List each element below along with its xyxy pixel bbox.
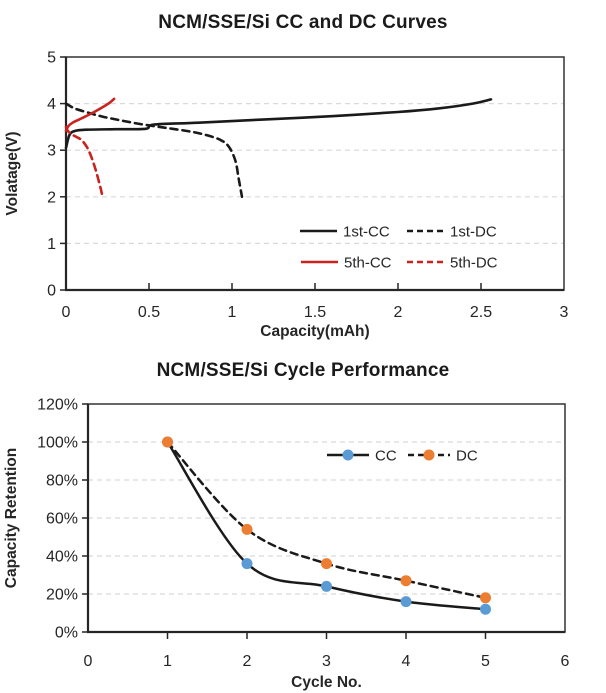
y-tick-label: 5 — [47, 50, 56, 67]
x-tick-label: 1 — [228, 304, 237, 321]
y-tick-label: 0% — [55, 625, 78, 642]
series-marker-CC — [241, 558, 253, 570]
y-tick-label: 120% — [37, 397, 78, 414]
legend-label-5th-CC: 5th-CC — [344, 255, 392, 272]
y-tick-label: 60% — [46, 511, 78, 528]
legend-marker-DC — [423, 449, 435, 461]
x-axis-label: Cycle No. — [291, 674, 362, 691]
series-line-5th-DC — [64, 125, 104, 199]
x-tick-label: 5 — [481, 653, 490, 670]
y-tick-label: 80% — [46, 473, 78, 490]
series-marker-DC — [321, 558, 332, 570]
y-tick-label: 1 — [47, 236, 56, 253]
y-tick-label: 20% — [46, 587, 78, 604]
cc-dc-curves-chart: 0 0.5 1 1.5 2 2.5 3 0 1 2 3 4 5 Capacity(mAh) Volatage… — [0, 0, 606, 345]
x-tick-label: 2 — [394, 304, 403, 321]
series-marker-DC — [241, 523, 253, 535]
legend-label-1st-CC: 1st-CC — [343, 224, 390, 241]
legend-label-DC: DC — [456, 448, 478, 465]
cycle-performance-chart: 0 1 2 3 4 5 6 0% 20% 40% 60% 80% 100% 120% Cycle No. Ca… — [0, 345, 606, 693]
series-line-1st-DC — [64, 102, 244, 199]
x-tick-label: 6 — [561, 653, 570, 670]
x-tick-label: 2.5 — [470, 304, 492, 321]
x-tick-label: 0 — [84, 653, 93, 670]
cycle-performance-plot: 0 1 2 3 4 5 60%20%40%60%80%100%120%Cycle No.Ca… — [3, 397, 570, 692]
y-axis-label: Capacity Retention — [3, 448, 20, 588]
x-tick-label: 3 — [560, 304, 569, 321]
x-tick-label: 0.5 — [138, 304, 160, 321]
series-line-1st-CC — [64, 98, 493, 150]
chart-title-cc-dc: NCM/SSE/Si CC and DC Curves — [158, 12, 448, 33]
x-axis-label: Capacity(mAh) — [260, 323, 369, 340]
legend-marker-CC — [342, 449, 354, 461]
legend-label-1st-DC: 1st-DC — [450, 224, 497, 241]
x-tick-label: 3 — [322, 653, 331, 670]
y-tick-label: 3 — [47, 143, 56, 160]
series-line-CC — [166, 440, 487, 611]
series-marker-CC — [321, 580, 332, 592]
y-tick-label: 2 — [47, 189, 56, 206]
x-tick-label: 4 — [402, 653, 411, 670]
series-marker-CC — [400, 596, 412, 608]
series-marker-DC — [480, 592, 491, 604]
chart-title-cycle-performance: NCM/SSE/Si Cycle Performance — [156, 360, 450, 381]
x-tick-label: 0 — [62, 304, 71, 321]
y-tick-label: 0 — [47, 283, 56, 300]
series-marker-DC — [162, 436, 173, 448]
y-tick-label: 4 — [47, 96, 56, 113]
y-tick-label: 100% — [37, 435, 78, 452]
series-marker-CC — [480, 603, 491, 615]
x-tick-label: 1.5 — [304, 304, 326, 321]
cc-dc-curves-plot: 0 0.5 1 1.5 2 2.5 3 0 1 2 3 4 5 Capacity(mAh) Volatage… — [4, 50, 569, 341]
legend-label-CC: CC — [375, 448, 397, 465]
x-tick-label: 1 — [163, 653, 172, 670]
x-tick-label: 2 — [243, 653, 252, 670]
y-tick-label: 40% — [46, 549, 78, 566]
y-axis-label: Volatage(V) — [4, 131, 21, 215]
series-line-DC — [166, 440, 487, 600]
series-line-5th-CC — [64, 97, 116, 132]
legend-label-5th-DC: 5th-DC — [450, 255, 498, 272]
series-marker-DC — [400, 575, 412, 587]
